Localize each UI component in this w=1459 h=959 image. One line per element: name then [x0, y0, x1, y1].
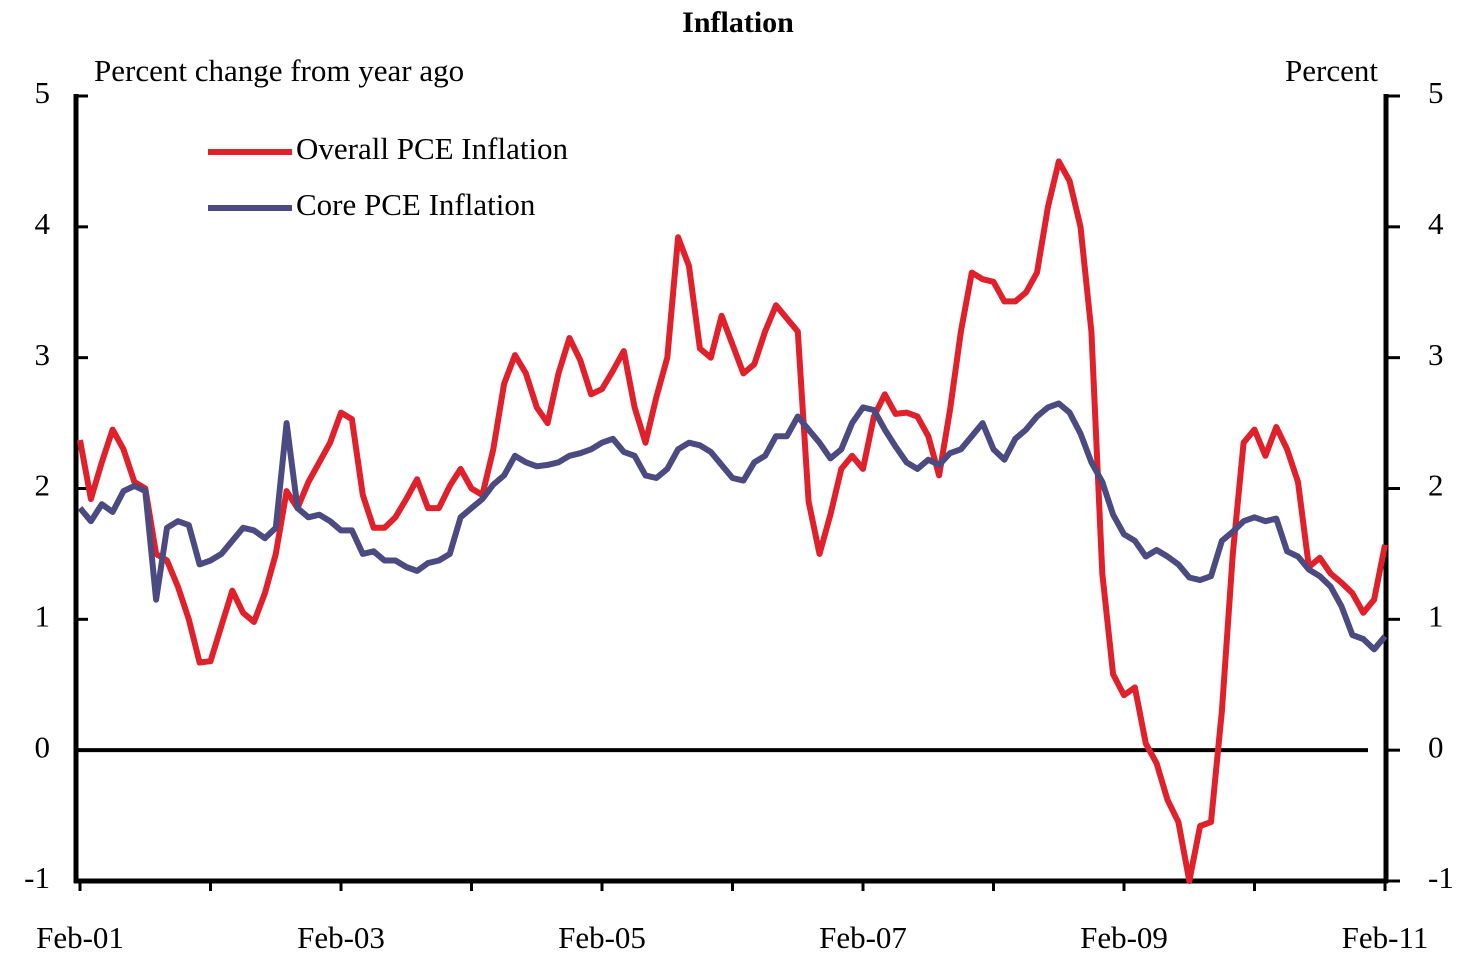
y-tick-label: 3 [35, 337, 51, 372]
x-tick-label: Feb-03 [297, 920, 385, 955]
x-tick-label: Feb-07 [819, 920, 907, 955]
legend-label: Overall PCE Inflation [296, 131, 569, 166]
chart-title: Inflation [682, 6, 794, 39]
y-tick-label: 0 [35, 729, 51, 764]
legend-label: Core PCE Inflation [296, 187, 536, 222]
series-line [77, 400, 1388, 653]
y-tick-label: 5 [35, 75, 51, 110]
y-tick-label: 2 [35, 468, 51, 503]
y-axis-label: Percent change from year ago [94, 53, 464, 88]
y-tick-label: 1 [35, 598, 51, 633]
y2-tick-label: 4 [1428, 206, 1444, 241]
y2-axis-label: Percent [1285, 53, 1378, 88]
y2-tick-label: 2 [1428, 468, 1444, 503]
y2-tick-label: 1 [1428, 598, 1444, 633]
y2-tick-label: 3 [1428, 337, 1444, 372]
y-tick-label: -1 [24, 860, 50, 895]
y2-tick-label: -1 [1428, 860, 1454, 895]
y2-tick-label: 0 [1428, 729, 1444, 764]
y-tick-label: 4 [35, 206, 51, 241]
x-tick-label: Feb-09 [1080, 920, 1168, 955]
x-tick-label: Feb-11 [1342, 920, 1429, 955]
x-tick-label: Feb-05 [558, 920, 646, 955]
y2-tick-label: 5 [1428, 75, 1444, 110]
x-tick-label: Feb-01 [36, 920, 124, 955]
